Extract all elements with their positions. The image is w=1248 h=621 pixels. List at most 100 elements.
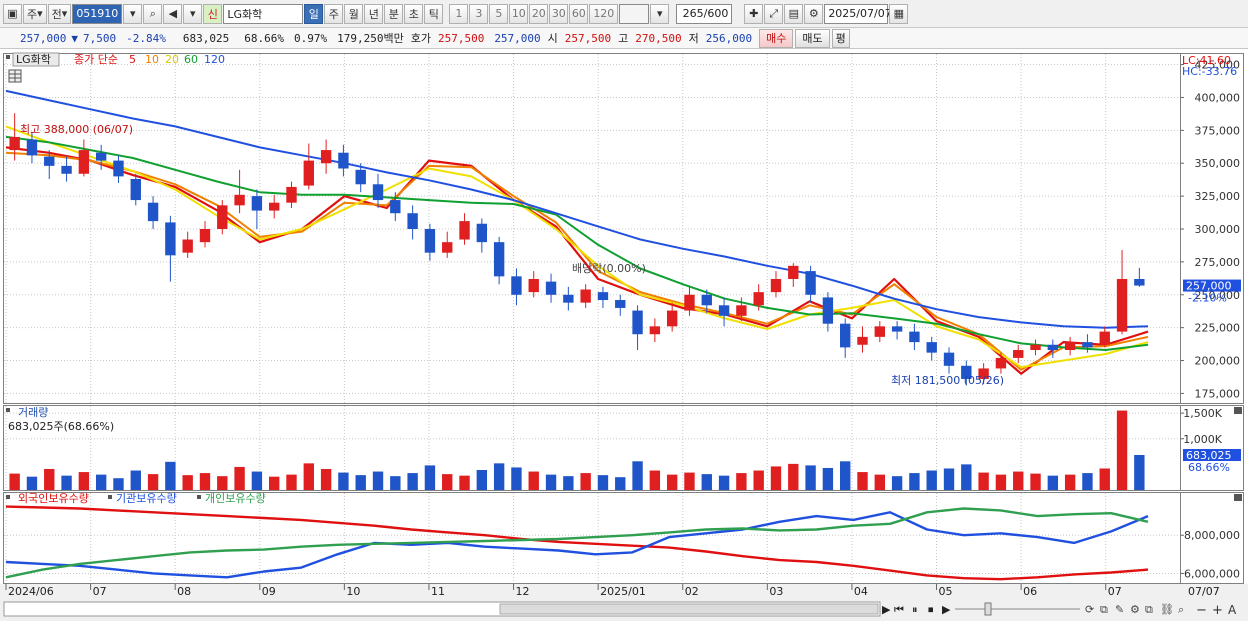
interval-20-button[interactable]: 20 [529,3,549,24]
legend-square-icon [6,495,10,499]
volume-bar [909,473,920,490]
interval-5-button[interactable]: 5 [489,3,509,24]
volume-bar [476,470,488,490]
chevron-down-icon[interactable]: ▾ [123,3,143,24]
scrollbar-thumb[interactable] [499,603,879,615]
candle-body [130,179,141,201]
ma-line-60 [5,135,1149,351]
pause-button[interactable]: ⏸ [912,603,918,616]
volume-bars [9,410,1145,490]
interval-120-button[interactable]: 120 [589,3,619,24]
candle-body [355,169,366,185]
speaker-icon[interactable]: ◀ [163,3,183,24]
prev-button[interactable]: 전 ▾ [47,3,72,24]
candle-body [632,310,643,335]
close-pane-icon[interactable] [1234,494,1242,501]
trade-amount: 179,250백만 [337,32,404,45]
candle-body [666,310,678,327]
scroll-right-button[interactable]: ▶ [882,603,891,616]
reset-icon[interactable]: ⟳ [1085,603,1094,616]
rewind-button[interactable]: ⏮ [894,603,904,616]
stop-button[interactable]: ⏹ [928,603,934,616]
zoom-in-button[interactable]: + [1212,603,1223,618]
search-icon[interactable]: ⌕ [143,3,163,24]
legend-ma-20: 20 [165,53,179,66]
count-total: /600 [703,7,729,20]
zoom-slider-handle[interactable] [984,602,992,616]
save-icon[interactable]: ▤ [784,3,804,24]
zoom-out-button[interactable]: − [1196,603,1207,618]
interval-input[interactable] [619,3,650,24]
eval-button[interactable]: 평 [831,28,850,48]
price-tick-label: 175,000 [1195,387,1241,400]
sell-button[interactable]: 매도 [795,28,830,48]
link-icon[interactable]: ⛓ [1160,603,1174,616]
volume-bar [1116,410,1128,490]
stock-name-field[interactable]: LG화학 [223,3,304,24]
period-tick-button[interactable]: 틱 [424,3,444,24]
capture-icon[interactable]: ⧉ [1100,603,1108,616]
candle-body [407,213,418,229]
date-field[interactable]: 2025/07/07 [824,3,892,24]
volume-axis-pane [1180,405,1244,491]
x-tick-label: 12 [516,585,530,598]
holding-tick-label: 8,000,000 [1184,529,1240,542]
candle-body [528,278,539,293]
period-week-button[interactable]: 주 [324,3,344,24]
volume-axis: 1,000K 1,500K [1180,407,1223,446]
interval-3-button[interactable]: 3 [469,3,489,24]
holding-tick-label: 6,000,000 [1184,567,1240,580]
x-tick-label: 08 [177,585,191,598]
volume-bar [1082,473,1093,490]
period-day-button[interactable]: 일 [304,3,324,24]
buy-button[interactable]: 매수 [759,28,794,48]
chevron-down-icon[interactable]: ▾ [183,3,203,24]
change-value: 7,500 [82,31,117,45]
candle-body [1099,331,1110,345]
volume-subtitle: 683,025주(68.66%) [8,420,114,433]
period-minute-button[interactable]: 분 [384,3,404,24]
volume-bar [390,476,401,490]
period-month-button[interactable]: 월 [344,3,364,24]
volume-bar [649,470,661,490]
volume-current-label: 683,025 [1186,449,1232,462]
period-year-button[interactable]: 년 [364,3,384,24]
crosshair-icon[interactable]: ✚ [744,3,764,24]
window-icon[interactable]: ▣ [3,3,22,24]
candle-body [857,336,868,345]
price-tick-label: 375,000 [1195,124,1241,137]
code-input[interactable]: 051910 [72,3,123,24]
interval-30-button[interactable]: 30 [549,3,569,24]
close-pane-icon[interactable] [1234,407,1242,414]
chevron-down-icon[interactable]: ▾ [650,3,670,24]
holding-axis-pane [1180,492,1244,584]
candle-body [493,242,505,277]
play-button[interactable]: ▶ [942,603,951,616]
gear-icon[interactable]: ⚙ [804,3,824,24]
zoom-tool-icon[interactable]: ⤢ [764,3,784,24]
bid-price: 257,000 [494,31,541,45]
x-tick-label: 09 [262,585,276,598]
copy-icon[interactable]: ⧉ [1145,603,1153,616]
count-field[interactable]: 265/600 [676,3,733,24]
volume-bar [217,476,228,490]
interval-1-button[interactable]: 1 [449,3,469,24]
holding-legend-individual: 개인보유수량 [205,492,266,505]
type-select[interactable]: 주 ▾ [23,3,47,24]
draw-icon[interactable]: ✎ [1115,603,1124,616]
calendar-icon[interactable]: ▦ [889,3,909,24]
stock-chart[interactable]: 175,000 200,000 225,000 250,000 275,000 300,0… [0,50,1248,621]
search-icon[interactable]: ⌕ [1178,603,1184,616]
period-second-button[interactable]: 초 [404,3,424,24]
interval-60-button[interactable]: 60 [569,3,589,24]
interval-10-button[interactable]: 10 [509,3,529,24]
volume-bar [615,477,626,490]
candle-body [165,222,176,256]
settings-icon[interactable]: ⚙ [1130,603,1140,616]
holding-line [5,511,1149,579]
volume-bar [286,474,297,490]
font-size-button[interactable]: A [1228,603,1237,617]
ma-line-20 [5,125,1149,369]
credit-badge[interactable]: 신 [203,3,223,24]
candle-body [563,294,574,303]
